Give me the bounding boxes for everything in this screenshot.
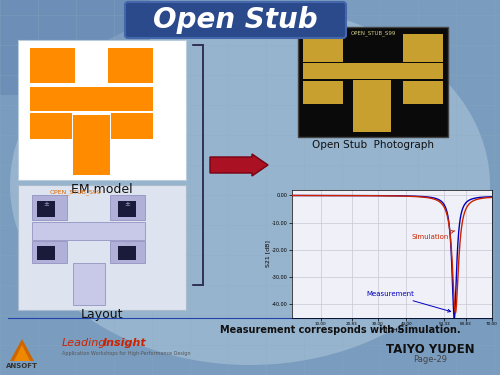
- Bar: [0, 0, 150, 95]
- X-axis label: F [GHz]: F [GHz]: [380, 327, 404, 333]
- Text: ±: ±: [43, 201, 49, 207]
- Bar: [30, 87, 153, 111]
- Bar: [403, 81, 443, 104]
- Text: OPEN_STUB_S99: OPEN_STUB_S99: [50, 189, 102, 195]
- FancyArrow shape: [210, 154, 268, 176]
- Text: ANSOFT: ANSOFT: [6, 363, 38, 369]
- Text: ±: ±: [124, 201, 130, 207]
- Bar: [403, 34, 443, 62]
- Bar: [32, 222, 145, 240]
- FancyBboxPatch shape: [18, 185, 186, 310]
- Text: +: +: [124, 240, 130, 246]
- Text: Application Workshops for High-Performance Design: Application Workshops for High-Performan…: [62, 351, 190, 357]
- Text: OPEN_STUB_S99: OPEN_STUB_S99: [350, 30, 396, 36]
- Bar: [37, 201, 55, 217]
- Text: Open Stub  Photograph: Open Stub Photograph: [312, 140, 434, 150]
- Text: Open Stub: Open Stub: [152, 6, 318, 34]
- Bar: [353, 80, 391, 132]
- Bar: [73, 115, 110, 175]
- Bar: [30, 113, 72, 139]
- Polygon shape: [10, 339, 34, 361]
- Bar: [32, 241, 67, 263]
- Bar: [303, 81, 343, 104]
- Bar: [303, 34, 343, 62]
- Text: EM model: EM model: [71, 183, 133, 196]
- Text: Layout: Layout: [81, 308, 123, 321]
- Text: TAIYO YUDEN: TAIYO YUDEN: [386, 343, 474, 356]
- Bar: [303, 63, 443, 79]
- Text: Insight: Insight: [103, 338, 147, 348]
- Ellipse shape: [10, 5, 490, 365]
- Polygon shape: [14, 345, 30, 361]
- Bar: [118, 201, 136, 217]
- Y-axis label: S21 [dB]: S21 [dB]: [266, 241, 270, 267]
- Text: Leading: Leading: [62, 338, 106, 348]
- Bar: [10, 339, 34, 361]
- Bar: [110, 195, 145, 220]
- FancyBboxPatch shape: [125, 2, 346, 38]
- Bar: [32, 195, 67, 220]
- Text: Measurement corresponds with Simulation.: Measurement corresponds with Simulation.: [220, 325, 460, 335]
- Bar: [37, 246, 55, 260]
- Bar: [298, 27, 448, 137]
- Text: Page-29: Page-29: [413, 355, 447, 364]
- Text: +: +: [43, 240, 49, 246]
- Text: Simulation: Simulation: [412, 231, 455, 240]
- Text: Measurement: Measurement: [366, 291, 450, 312]
- Bar: [118, 246, 136, 260]
- Bar: [73, 263, 105, 305]
- FancyBboxPatch shape: [18, 40, 186, 180]
- Bar: [30, 48, 75, 83]
- Bar: [108, 48, 153, 83]
- Bar: [110, 241, 145, 263]
- Bar: [111, 113, 153, 139]
